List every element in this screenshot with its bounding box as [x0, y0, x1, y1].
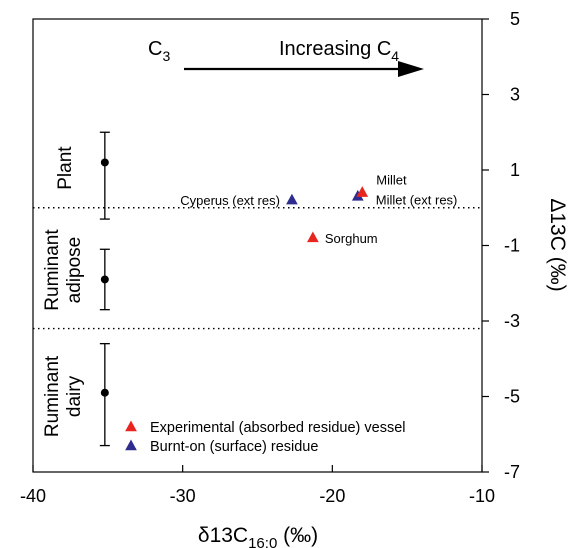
legend-label: Experimental (absorbed residue) vessel	[150, 420, 406, 436]
region-label-2: Ruminantadipose	[42, 229, 85, 311]
point-label: Cyperus (ext res)	[180, 193, 280, 208]
x-tick-label: -10	[469, 486, 495, 506]
mean-dot	[100, 158, 109, 167]
point-label: Millet	[376, 173, 407, 188]
region-label-line: Ruminant	[42, 229, 63, 311]
y-axis-title-main: Δ13C	[546, 198, 569, 251]
y-tick-label: -1	[504, 236, 520, 256]
labels: -40 -30 -20 -10-7-5-3-1135PlantRuminantadip…	[20, 9, 569, 548]
c3-label: C3	[148, 38, 170, 64]
legend-marker-2	[125, 439, 137, 451]
reference-range-3	[99, 342, 110, 447]
y-tick-label: 5	[510, 9, 520, 29]
x-axis-title: δ13C16:0 (‰)	[198, 524, 318, 548]
mean-dot	[100, 275, 109, 284]
y-tick-label: -3	[504, 311, 520, 331]
data-point-2-1	[286, 193, 298, 205]
x-axis-title-unit: (‰)	[277, 524, 318, 547]
plot-area	[32, 18, 483, 473]
y-axis-title: Δ13C (‰)	[546, 198, 569, 291]
y-tick-label: 3	[510, 85, 520, 105]
increasing-sub: 4	[391, 48, 399, 64]
x-axis-title-main: δ13C	[198, 524, 248, 547]
region-label-3: Ruminantdairy	[42, 355, 85, 437]
reference-range-1	[99, 131, 110, 220]
increasing-c4-label: Increasing C4	[279, 38, 399, 64]
reference-range-2	[99, 248, 110, 311]
mean-dot	[100, 388, 109, 397]
x-axis-title-sub: 16:0	[248, 535, 277, 548]
x-tick-label: -30	[170, 486, 196, 506]
data-point-1-2	[307, 231, 319, 243]
plot-frame	[32, 18, 483, 473]
point-label: Millet (ext res)	[376, 192, 458, 207]
axis-ticks	[32, 18, 489, 473]
y-tick-label: 1	[510, 160, 520, 180]
x-tick-label: -20	[319, 486, 345, 506]
c3-main: C	[148, 38, 162, 60]
region-label-line: Plant	[55, 146, 76, 190]
y-axis-title-unit: (‰)	[546, 251, 569, 292]
c3-sub: 3	[162, 48, 170, 64]
region-label-line: dairy	[64, 375, 85, 417]
legend-marker-1	[125, 420, 137, 432]
reference-ranges	[99, 131, 110, 447]
legend-label: Burnt-on (surface) residue	[150, 439, 318, 455]
y-tick-label: -7	[504, 462, 520, 482]
region-label-line: adipose	[64, 237, 85, 304]
increasing-arrow-head	[398, 61, 424, 77]
data-point-1-1	[356, 186, 369, 197]
divider-lines	[33, 207, 482, 330]
y-tick-label: -5	[504, 387, 520, 407]
increasing-main: Increasing C	[279, 38, 391, 60]
region-label-line: Ruminant	[42, 355, 63, 437]
region-label-1: Plant	[55, 146, 76, 190]
x-tick-label: -40	[20, 486, 46, 506]
data-points	[125, 186, 369, 451]
point-label: Sorghum	[325, 231, 378, 246]
